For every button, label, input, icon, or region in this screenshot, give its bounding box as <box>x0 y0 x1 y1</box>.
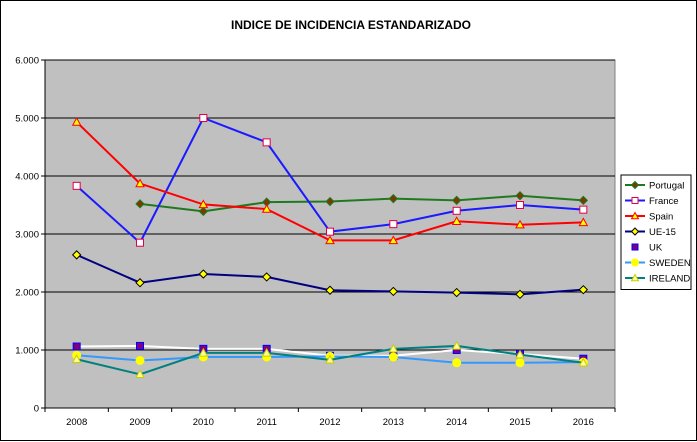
data-point-spain <box>388 235 399 245</box>
data-point-portugal <box>578 195 589 206</box>
series-france <box>72 114 588 247</box>
series-line-portugal <box>139 194 584 213</box>
data-point-sweden <box>135 355 145 365</box>
data-point-france <box>136 238 144 247</box>
legend-item-ireland: IRELAND <box>625 273 690 285</box>
data-point-uk <box>136 341 144 350</box>
data-point-portugal <box>325 196 335 207</box>
legend-label-spain: Spain <box>649 212 673 223</box>
data-point-ireland <box>261 347 272 357</box>
y-tick-label: 1.000 <box>15 346 39 357</box>
data-point-france <box>389 220 398 229</box>
plot-area: 0 1.000 2.000 3.000 4.000 5.000 6.000 2008 2009 2… <box>15 56 616 428</box>
x-tick-label: 2012 <box>319 417 340 428</box>
series-ireland <box>71 340 589 379</box>
legend-label-sweden: SWEDEN <box>649 258 691 269</box>
legend-label-france: France <box>649 196 679 207</box>
data-point-france <box>579 205 588 214</box>
data-point-ue-15 <box>515 289 525 300</box>
x-tick-label: 2013 <box>383 417 404 428</box>
chart-title: INDICE DE INCIDENCIA ESTANDARIZADO <box>231 18 471 32</box>
data-point-ireland <box>135 369 145 379</box>
data-point-sweden <box>388 352 398 362</box>
data-point-spain <box>451 216 462 225</box>
data-point-ue-15 <box>451 287 462 298</box>
x-tick-label: 2009 <box>129 417 150 428</box>
data-point-spain <box>325 235 335 245</box>
data-point-spain <box>261 204 272 213</box>
data-point-spain <box>198 199 209 209</box>
legend-label-portugal: Portugal <box>649 181 684 192</box>
data-point-ue-15 <box>261 272 272 282</box>
legend-label-ue-15: UE-15 <box>649 227 676 238</box>
data-point-france <box>516 201 524 209</box>
y-tick-label: 6.000 <box>15 56 39 67</box>
legend-marker-ue-15 <box>630 227 640 236</box>
x-tick-label: 2010 <box>193 417 214 428</box>
legend-marker-france <box>631 197 639 204</box>
data-point-ireland <box>515 349 525 359</box>
data-point-ue-15 <box>325 285 335 295</box>
x-tick-label: 2015 <box>509 417 530 428</box>
y-tick-label: 0 <box>34 404 39 415</box>
legend-item-sweden: SWEDEN <box>625 258 691 269</box>
data-point-spain <box>578 217 589 227</box>
data-point-ireland <box>388 343 399 353</box>
legend-item-france: France <box>625 196 679 207</box>
data-point-france <box>72 181 81 190</box>
y-tick-label: 3.000 <box>15 230 39 241</box>
legend-marker-ireland <box>630 273 640 282</box>
data-point-uk <box>72 342 81 351</box>
data-point-france <box>326 227 334 236</box>
legend-item-portugal: Portugal <box>625 181 684 192</box>
series-spain <box>71 117 589 245</box>
legend-marker-spain <box>630 211 640 220</box>
data-point-ireland <box>198 347 209 357</box>
legend-label-uk: UK <box>649 243 663 254</box>
data-point-ue-15 <box>71 250 82 260</box>
data-point-ue-15 <box>578 284 589 295</box>
legend-item-uk: UK <box>625 243 663 254</box>
y-tick-label: 4.000 <box>15 172 39 183</box>
data-point-france <box>199 114 208 122</box>
legend-item-spain: Spain <box>625 211 673 223</box>
x-tick-label: 2011 <box>256 417 276 428</box>
data-point-ue-15 <box>135 278 145 288</box>
legend: Portugal France Spain UE-15 UK SWEDEN IRELAND <box>620 174 692 290</box>
y-tick-label: 2.000 <box>15 288 39 299</box>
legend-marker-portugal <box>630 180 640 190</box>
data-point-ireland <box>325 354 335 364</box>
x-tick-label: 2008 <box>66 417 87 428</box>
data-point-ireland <box>71 354 82 363</box>
data-point-sweden <box>515 358 525 368</box>
x-tick-label: 2016 <box>573 417 594 428</box>
data-point-ue-15 <box>198 269 209 279</box>
series-ue-15 <box>71 250 589 300</box>
data-point-portugal <box>198 206 209 217</box>
data-point-ue-15 <box>388 286 399 297</box>
data-point-portugal <box>388 193 399 204</box>
data-point-sweden <box>452 358 462 368</box>
data-point-france <box>452 206 461 215</box>
legend-marker-sweden <box>631 258 639 267</box>
data-point-portugal <box>135 199 145 209</box>
data-point-ireland <box>451 340 462 350</box>
data-point-spain <box>515 219 525 229</box>
data-point-spain <box>71 117 82 126</box>
y-tick-label: 5.000 <box>15 114 39 125</box>
data-point-portugal <box>451 195 462 206</box>
legend-marker-uk <box>631 243 639 251</box>
data-point-ireland <box>578 357 589 367</box>
legend-item-ue-15: UE-15 <box>625 227 676 238</box>
data-point-spain <box>135 178 145 188</box>
data-point-portugal <box>515 191 525 201</box>
x-tick-label: 2014 <box>446 417 467 428</box>
legend-label-ireland: IRELAND <box>649 274 690 285</box>
data-point-france <box>262 138 271 147</box>
